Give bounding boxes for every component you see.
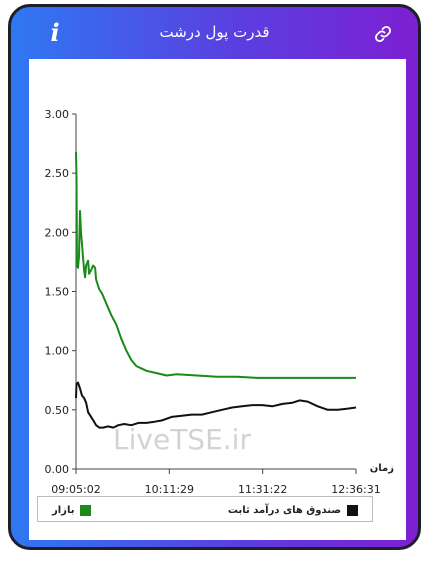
axes [75,114,356,470]
y-tick-label: 2.00 [45,226,70,239]
x-tick-label: 09:05:02 [51,483,100,496]
x-tick-label: 10:11:29 [145,483,194,496]
series-line-fixed-income [75,381,357,429]
legend-swatch [80,504,92,516]
info-icon[interactable]: i [50,18,60,47]
x-axis-label: زمان [370,463,394,474]
legend-label: بازار [52,504,75,516]
x-tick-label: 12:36:31 [331,483,380,496]
y-tick-label: 0.50 [45,404,70,417]
legend-label: صندوق های درآمد ثابت [227,504,341,516]
legend-swatch [347,504,358,516]
y-tick-label: 3.00 [45,108,70,121]
app-card: i قدرت پول درشت [8,4,421,550]
page-title: قدرت پول درشت [159,23,270,41]
y-tick-label: 1.00 [45,345,70,358]
chart-panel [29,59,406,540]
y-tick-label: 2.50 [45,167,70,180]
y-tick-label: 1.50 [45,286,70,299]
legend: بازار صندوق های درآمد ثابت [37,496,373,522]
y-tick-label: 0.00 [45,463,70,476]
watermark: LiveTSE.ir [113,423,251,456]
x-tick-label: 11:31:22 [238,483,287,496]
link-icon[interactable] [374,25,392,43]
legend-item-bazar[interactable]: بازار [52,502,92,518]
series-line-bazar [75,151,356,379]
legend-item-fixed-income[interactable]: صندوق های درآمد ثابت [228,502,358,518]
header-bar: i قدرت پول درشت [11,7,418,59]
